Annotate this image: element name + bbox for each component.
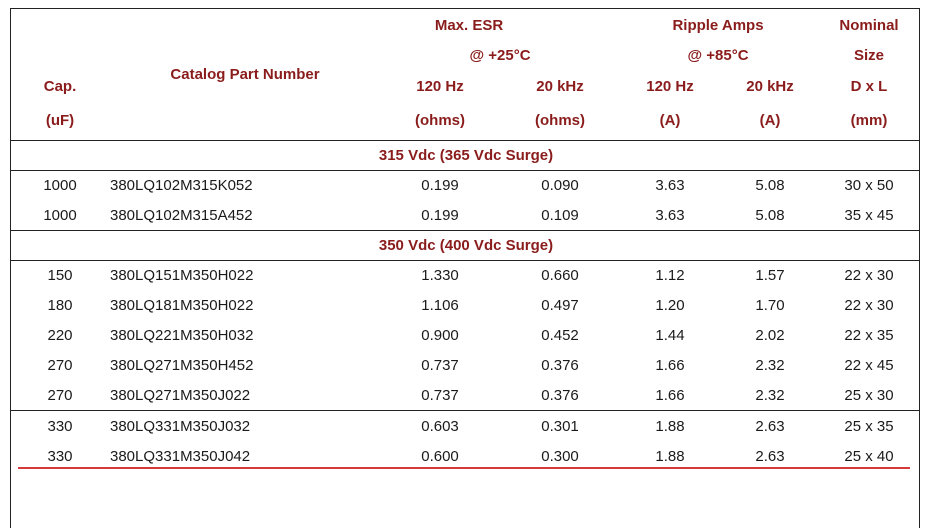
esr-20khz-cell: 0.376 (541, 357, 579, 374)
cap-cell: 1000 (43, 177, 77, 194)
esr-20khz-cell: 0.301 (541, 418, 579, 435)
part-number-cell: 380LQ271M350J022 (110, 387, 251, 404)
ripple-120hz-cell: 1.88 (655, 418, 685, 435)
esr-20khz-cell: 0.109 (541, 207, 579, 224)
size-cell: 22 x 30 (844, 267, 894, 284)
esr-header-temp: @ +25°C (469, 47, 531, 64)
part-number-cell: 380LQ102M315A452 (110, 207, 253, 224)
ripple-20khz-cell: 5.08 (755, 207, 785, 224)
ripple-20khz-cell: 2.32 (755, 387, 785, 404)
cap-unit-header: (uF) (45, 112, 75, 129)
ripple-20khz-cell: 5.08 (755, 177, 785, 194)
esr-20khz-unit: (ohms) (535, 112, 585, 129)
ripple-20khz-cell: 2.32 (755, 357, 785, 374)
ripple-header-temp: @ +85°C (687, 47, 749, 64)
part-number-cell: 380LQ102M315K052 (110, 177, 253, 194)
ripple-120hz-cell: 1.88 (655, 448, 685, 465)
esr-120hz-header: 120 Hz (416, 78, 464, 95)
section-divider (10, 170, 920, 171)
red-annotation-underline (18, 467, 910, 469)
ripple-120hz-header: 120 Hz (646, 78, 694, 95)
ripple-120hz-cell: 1.20 (655, 297, 685, 314)
ripple-20khz-cell: 2.63 (755, 448, 785, 465)
ripple-120hz-cell: 1.12 (655, 267, 685, 284)
size-unit-header: (mm) (850, 112, 888, 129)
part-number-cell: 380LQ331M350J042 (110, 448, 251, 465)
size-cell: 22 x 45 (844, 357, 894, 374)
esr-120hz-cell: 0.199 (421, 207, 459, 224)
cap-cell: 220 (47, 327, 73, 344)
size-dim-header: D x L (850, 78, 888, 95)
ripple-20khz-cell: 1.70 (755, 297, 785, 314)
size-header-sub: Size (853, 47, 885, 64)
ripple-20khz-header: 20 kHz (746, 78, 794, 95)
part-number-cell: 380LQ271M350H452 (110, 357, 254, 374)
ripple-20khz-unit: (A) (759, 112, 781, 129)
ripple-120hz-cell: 3.63 (655, 177, 685, 194)
part-number-cell: 380LQ151M350H022 (110, 267, 254, 284)
ripple-120hz-cell: 3.63 (655, 207, 685, 224)
esr-120hz-cell: 0.737 (421, 357, 459, 374)
cap-cell: 330 (47, 418, 73, 435)
ripple-120hz-cell: 1.44 (655, 327, 685, 344)
esr-120hz-unit: (ohms) (415, 112, 465, 129)
size-cell: 25 x 40 (844, 448, 894, 465)
cap-cell: 270 (47, 357, 73, 374)
size-cell: 22 x 30 (844, 297, 894, 314)
esr-20khz-cell: 0.090 (541, 177, 579, 194)
part-number-cell: 380LQ331M350J032 (110, 418, 251, 435)
esr-20khz-cell: 0.497 (541, 297, 579, 314)
esr-120hz-cell: 0.603 (421, 418, 459, 435)
ripple-header-title: Ripple Amps (672, 17, 764, 34)
ripple-120hz-cell: 1.66 (655, 357, 685, 374)
cap-cell: 150 (47, 267, 73, 284)
ripple-20khz-cell: 2.63 (755, 418, 785, 435)
part-number-cell: 380LQ221M350H032 (110, 327, 254, 344)
group-divider (10, 410, 920, 411)
cap-cell: 180 (47, 297, 73, 314)
size-cell: 25 x 35 (844, 418, 894, 435)
esr-120hz-cell: 1.106 (421, 297, 459, 314)
esr-20khz-cell: 0.300 (541, 448, 579, 465)
esr-20khz-cell: 0.452 (541, 327, 579, 344)
size-header-title: Nominal (839, 17, 899, 34)
ripple-120hz-unit: (A) (659, 112, 681, 129)
esr-20khz-header: 20 kHz (536, 78, 584, 95)
section-title: 315 Vdc (365 Vdc Surge) (378, 147, 554, 164)
catalog-header: Catalog Part Number (170, 66, 320, 83)
size-cell: 22 x 35 (844, 327, 894, 344)
esr-120hz-cell: 0.199 (421, 177, 459, 194)
esr-header-title: Max. ESR (434, 17, 504, 34)
esr-20khz-cell: 0.660 (541, 267, 579, 284)
size-cell: 25 x 30 (844, 387, 894, 404)
esr-120hz-cell: 0.900 (421, 327, 459, 344)
ripple-20khz-cell: 1.57 (755, 267, 785, 284)
esr-120hz-cell: 0.737 (421, 387, 459, 404)
cap-header: Cap. (43, 78, 77, 95)
esr-120hz-cell: 0.600 (421, 448, 459, 465)
cap-cell: 1000 (43, 207, 77, 224)
header-divider (10, 140, 920, 141)
cap-cell: 270 (47, 387, 73, 404)
section-divider (10, 260, 920, 261)
size-cell: 35 x 45 (844, 207, 894, 224)
section-title: 350 Vdc (400 Vdc Surge) (378, 237, 554, 254)
part-number-cell: 380LQ181M350H022 (110, 297, 254, 314)
cap-cell: 330 (47, 448, 73, 465)
table-frame (10, 8, 920, 528)
size-cell: 30 x 50 (844, 177, 894, 194)
section-divider (10, 230, 920, 231)
esr-20khz-cell: 0.376 (541, 387, 579, 404)
ripple-120hz-cell: 1.66 (655, 387, 685, 404)
ripple-20khz-cell: 2.02 (755, 327, 785, 344)
esr-120hz-cell: 1.330 (421, 267, 459, 284)
